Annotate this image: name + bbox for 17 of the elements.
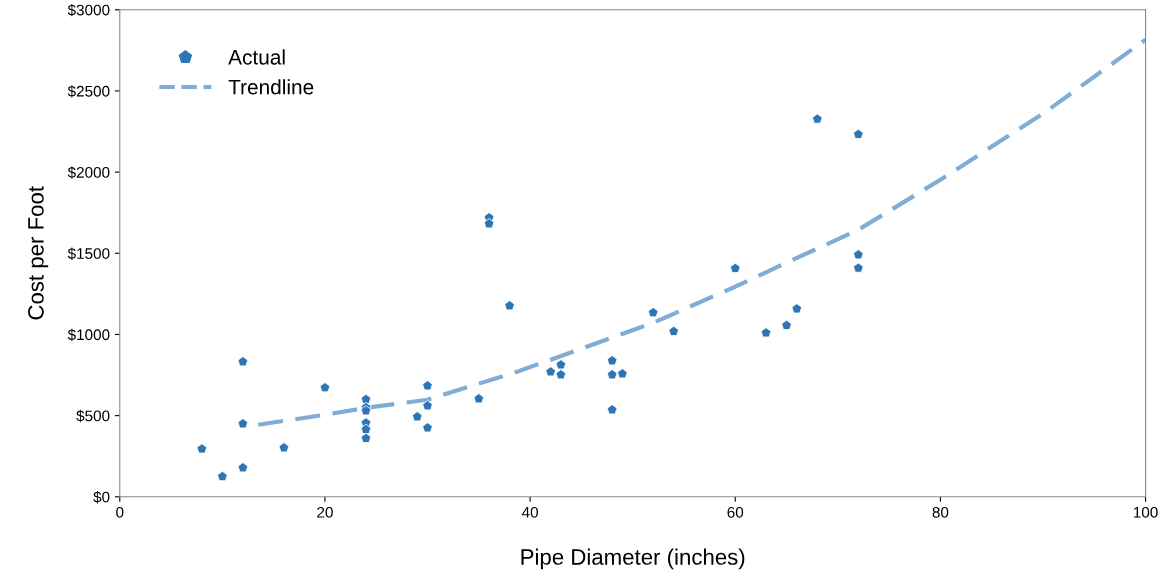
- y-tick-label: $3000: [67, 4, 110, 17]
- x-tick-label: 100: [1133, 506, 1158, 518]
- y-tick-label: $0: [93, 491, 110, 504]
- x-tick-label: 0: [116, 506, 124, 518]
- x-tick-label: 20: [317, 506, 333, 518]
- x-axis-title: Pipe Diameter (inches): [521, 548, 745, 570]
- y-tick-label: $2000: [67, 166, 110, 179]
- y-tick-label: $500: [76, 409, 110, 423]
- x-tick-label: 80: [932, 506, 949, 518]
- legend-label: Trendline: [228, 79, 314, 95]
- x-tick-label: 40: [521, 506, 538, 518]
- x-tick-label: 60: [727, 506, 744, 518]
- legend-label: Actual: [228, 49, 285, 65]
- y-tick-label: $1500: [67, 247, 110, 260]
- y-tick-label: $1000: [67, 328, 110, 342]
- y-axis-title: Cost per Foot: [28, 186, 49, 320]
- y-tick-label: $2500: [67, 85, 110, 98]
